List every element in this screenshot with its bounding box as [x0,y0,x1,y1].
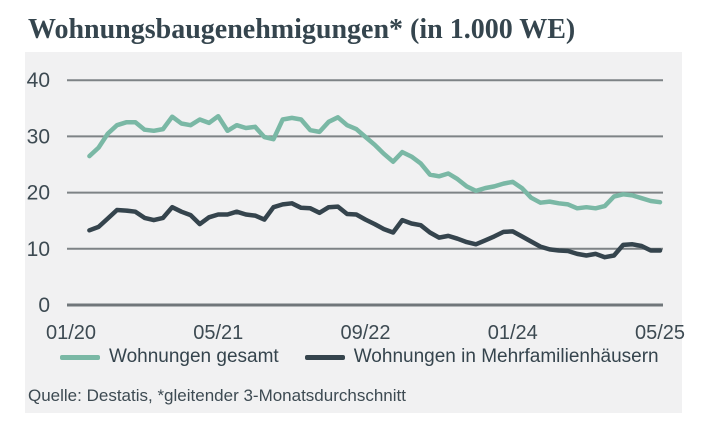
series-line-gesamt [87,113,663,211]
x-tick-label: 05/25 [635,322,685,344]
x-tick-label: 05/21 [193,322,243,344]
series-line-mfh [87,201,663,260]
y-tick-label: 20 [27,182,50,205]
y-tick-label: 10 [27,238,50,261]
chart-panel [25,52,682,413]
y-tick-label: 30 [27,125,50,148]
x-tick-label: 01/20 [46,322,96,344]
legend-item-mfh: Wohnungen in Mehrfamilienhäusern [304,346,659,368]
legend-item-gesamt: Wohnungen gesamt [60,346,279,368]
legend-label-mfh: Wohnungen in Mehrfamilienhäusern [353,346,659,367]
source-note: Quelle: Destatis, *gleitender 3-Monatsdu… [28,386,406,405]
legend-swatch-gesamt-icon [60,354,100,360]
x-tick-label: 01/24 [488,322,538,344]
legend-swatch-mfh-icon [304,354,345,360]
y-tick-label: 0 [38,294,50,317]
chart-title: Wohnungsbaugenehmigungen* (in 1.000 WE) [28,14,576,45]
x-tick-label: 09/22 [340,322,390,344]
legend-label-gesamt: Wohnungen gesamt [109,346,279,367]
y-tick-label: 40 [27,69,50,92]
chart-legend: Wohnungen gesamt Wohnungen in Mehrfamili… [60,346,659,368]
